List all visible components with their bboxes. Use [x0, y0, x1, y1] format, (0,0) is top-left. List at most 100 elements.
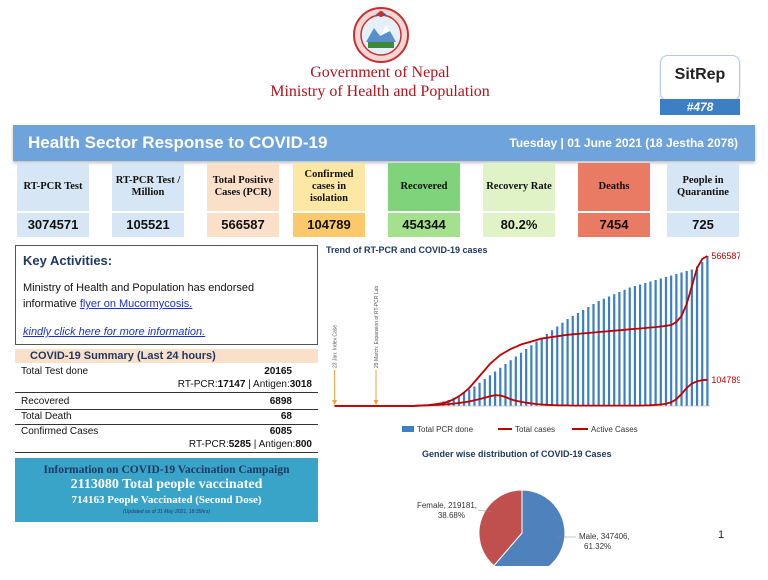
pie-pct-female: 38.68% — [438, 511, 465, 520]
pcr-bar — [597, 301, 600, 406]
pcr-bar — [623, 289, 626, 406]
annotation-label: 29 March: Expansion of RT-PCR Lab — [374, 286, 380, 368]
active-cases-line — [334, 378, 708, 407]
nepal-emblem-icon — [353, 7, 409, 63]
stat-tile: Total Positive Cases (PCR) 566587 — [207, 163, 279, 239]
sitrep-badge — [660, 55, 740, 101]
pcr-bar — [685, 271, 688, 406]
pcr-bar — [644, 283, 647, 406]
legend-swatch-pcr — [402, 426, 414, 432]
pcr-bar — [613, 294, 616, 406]
pcr-bar — [447, 400, 450, 406]
pcr-bar — [695, 266, 699, 406]
summary-value: 68 — [280, 411, 292, 422]
pcr-bar — [509, 360, 512, 406]
annotation-arrowhead — [332, 400, 338, 405]
report-date: Tuesday | 01 June 2021 (18 Jestha 2078) — [509, 136, 738, 150]
key-activities-title: Key Activities: — [23, 253, 113, 268]
trend-chart: Trend of RT-PCR and COVID-19 cases 566587… — [326, 245, 740, 434]
stat-tile-label: RT-PCR Test / Million — [112, 163, 184, 211]
stat-tile: RT-PCR Test / Million 105521 — [112, 163, 184, 239]
summary-row-confirmed: Confirmed Cases 6085 — [15, 426, 318, 439]
pcr-bar — [550, 330, 554, 406]
stat-tile: Recovered 454344 — [388, 163, 460, 239]
pcr-bar — [462, 392, 466, 406]
pcr-bar — [556, 326, 559, 406]
summary-label: Total Test done — [21, 366, 89, 377]
stat-tile-value: 725 — [667, 213, 739, 237]
pcr-bar — [452, 397, 455, 406]
stat-tile-label: Recovered — [388, 163, 460, 211]
pcr-bar — [488, 375, 492, 406]
gender-pie-chart: Gender wise distribution of COVID-19 Cas… — [417, 449, 630, 566]
key-activities-prefix: informative — [23, 298, 80, 310]
summary-row-recovered: Recovered 6898 — [15, 396, 318, 410]
pcr-bar — [582, 310, 585, 406]
pcr-bar — [628, 287, 631, 406]
stat-tile-label: Total Positive Cases (PCR) — [207, 163, 279, 211]
vaccination-note: (Updated as of 31 May 2021, 18:35hrs) — [123, 509, 210, 515]
pcr-bar — [535, 341, 538, 406]
mucormycosis-flyer-link[interactable]: flyer on Mucormycosis. — [79, 298, 193, 310]
pcr-bar — [706, 256, 709, 406]
pie-chart-title: Gender wise distribution of COVID-19 Cas… — [422, 449, 612, 459]
key-activities-box — [15, 245, 318, 345]
pcr-bar — [659, 278, 662, 406]
pcr-bar — [566, 319, 569, 406]
stat-tile-value: 3074571 — [17, 213, 89, 237]
annotation-label: 23 Jan: Index Case — [333, 325, 339, 368]
more-info-link[interactable]: kindly click here for more information. — [23, 326, 206, 338]
pcr-bar — [525, 349, 528, 406]
stat-tile: Recovery Rate 80.2% — [483, 163, 555, 239]
vaccination-total: 2113080 Total people vaccinated — [70, 477, 263, 492]
legend-label-active: Active Cases — [591, 425, 638, 434]
pcr-bar — [675, 274, 678, 406]
stat-tile-value: 7454 — [578, 213, 650, 237]
stat-tile-label: Deaths — [578, 163, 650, 211]
pcr-bar — [602, 298, 605, 406]
pie-pct-male: 61.32% — [584, 542, 611, 551]
pcr-bar — [504, 364, 507, 406]
pie-label-male: Male, 347406, — [579, 532, 630, 541]
pcr-bar — [701, 262, 704, 406]
summary-value: 20165 — [264, 366, 292, 377]
pcr-bar — [499, 367, 502, 406]
pcr-bar — [592, 304, 595, 406]
pcr-bar — [690, 269, 693, 406]
pie-slice-male — [493, 489, 566, 566]
summary-title: COVID-19 Summary (Last 24 hours) — [30, 350, 216, 362]
pcr-bar — [468, 389, 471, 406]
pcr-bar — [478, 382, 481, 406]
stat-tile: Confirmed cases in isolation 104789 — [293, 163, 365, 239]
stat-tile-value: 105521 — [112, 213, 184, 237]
pcr-bar — [664, 277, 668, 406]
key-activities-text-line2: informative flyer on Mucormycosis. — [23, 298, 192, 310]
pcr-bar — [473, 386, 476, 406]
case-breakdown: RT-PCR:5285 | Antigen:800 — [188, 439, 312, 450]
ministry-title: Ministry of Health and Population — [270, 83, 490, 100]
stat-tile-value: 454344 — [388, 213, 460, 237]
page-number: 1 — [718, 529, 725, 541]
stat-tile-value: 80.2% — [483, 213, 555, 237]
stat-tile: People in Quarantine 725 — [667, 163, 739, 239]
pcr-bar — [654, 280, 657, 406]
sitrep-label: SitRep — [674, 66, 726, 83]
summary-case-breakdown: RT-PCR:5285 | Antigen:800 — [15, 439, 318, 453]
pie-slice-female — [478, 489, 523, 566]
pcr-bar — [545, 334, 548, 406]
summary-label: Recovered — [21, 396, 70, 407]
vaccination-title: Information on COVID-19 Vaccination Camp… — [43, 464, 290, 476]
pcr-bar — [607, 296, 611, 406]
pcr-bar — [638, 284, 642, 406]
summary-row-deaths: Total Death 68 — [15, 411, 318, 425]
summary-row-tests: Total Test done 20165 — [15, 366, 318, 379]
annotation-arrowhead — [373, 400, 379, 405]
summary-header — [15, 349, 318, 363]
pie-label-female: Female, 219181, — [417, 501, 477, 510]
pcr-bar — [519, 352, 523, 406]
pcr-bar — [494, 371, 497, 406]
stat-tile: Deaths 7454 — [578, 163, 650, 239]
stat-tile-label: Confirmed cases in isolation — [293, 163, 365, 211]
stat-tile: RT-PCR Test 3074571 — [17, 163, 89, 239]
pcr-bar — [680, 272, 683, 406]
